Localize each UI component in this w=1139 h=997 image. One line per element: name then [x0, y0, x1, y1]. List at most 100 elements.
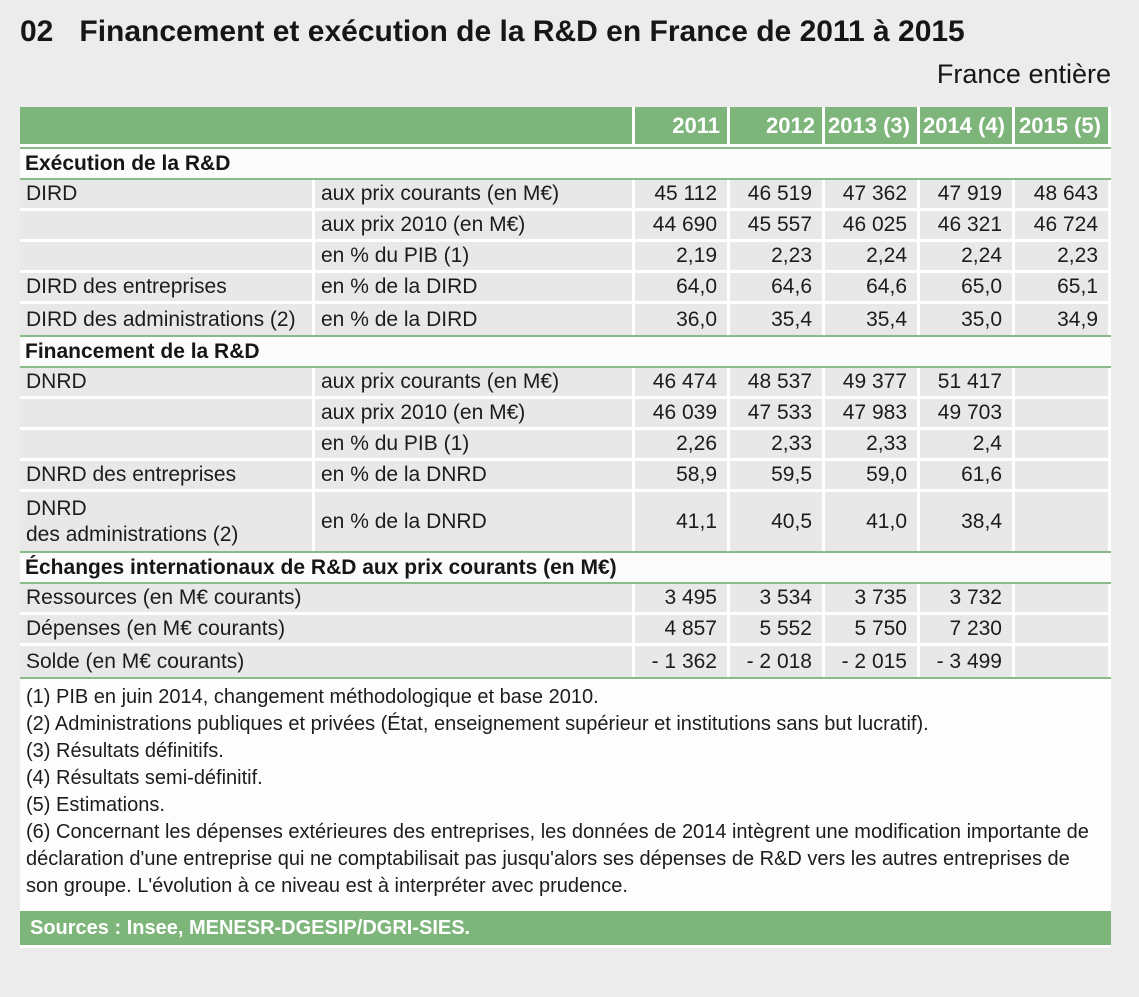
section-title: Financement de la R&D [20, 335, 1111, 368]
footnote: (1) PIB en juin 2014, changement méthodo… [26, 686, 599, 708]
value-cell: 65,0 [920, 273, 1015, 304]
section-title: Exécution de la R&D [20, 147, 1111, 180]
table-row: aux prix 2010 (en M€) 44 690 45 557 46 025 4… [20, 211, 1111, 242]
footnote: (3) Résultats définitifs. [26, 740, 224, 762]
table-row: DIRD des entreprises en % de la DIRD 64,0 6… [20, 273, 1111, 304]
row-sublabel: en % de la DNRD [315, 492, 635, 551]
value-cell: 47 919 [920, 180, 1015, 211]
value-cell: 47 533 [730, 399, 825, 430]
value-cell [1015, 461, 1111, 492]
value-cell: 36,0 [635, 304, 730, 335]
value-cell: 48 537 [730, 368, 825, 399]
section-title: Échanges internationaux de R&D aux prix … [20, 551, 1111, 584]
footnote: (2) Administrations publiques et privées… [26, 713, 929, 735]
table-number: 02 [20, 15, 54, 48]
value-cell: 2,24 [825, 242, 920, 273]
value-cell: 46 474 [635, 368, 730, 399]
value-cell: - 2 015 [825, 646, 920, 677]
value-cell [1015, 615, 1111, 646]
row-sublabel: en % de la DIRD [315, 304, 635, 335]
footnote: (4) Résultats semi-définitif. [26, 767, 263, 789]
value-cell: 44 690 [635, 211, 730, 242]
table-row: en % du PIB (1) 2,19 2,23 2,24 2,24 2,23 [20, 242, 1111, 273]
value-cell: 48 643 [1015, 180, 1111, 211]
row-label: Ressources (en M€ courants) [20, 584, 635, 615]
row-label: DIRD des entreprises [20, 273, 315, 304]
value-cell: 2,33 [825, 430, 920, 461]
year-header-2011: 2011 [635, 107, 730, 147]
row-sublabel: aux prix courants (en M€) [315, 180, 635, 211]
value-cell [1015, 492, 1111, 551]
value-cell: 3 495 [635, 584, 730, 615]
row-sublabel: en % du PIB (1) [315, 430, 635, 461]
value-cell: 64,6 [825, 273, 920, 304]
row-label: DIRD [20, 180, 315, 211]
row-label: Solde (en M€ courants) [20, 646, 635, 677]
row-label [20, 399, 315, 430]
title-text: Financement et exécution de la R&D en Fr… [79, 15, 965, 48]
header-spacer-cell [20, 107, 635, 147]
page-title: 02 Financement et exécution de la R&D en … [20, 14, 1111, 50]
content-area: 02 Financement et exécution de la R&D en … [20, 14, 1111, 948]
value-cell: 5 552 [730, 615, 825, 646]
value-cell: 64,0 [635, 273, 730, 304]
value-cell: 40,5 [730, 492, 825, 551]
value-cell: 49 703 [920, 399, 1015, 430]
value-cell: 2,4 [920, 430, 1015, 461]
row-sublabel: aux prix 2010 (en M€) [315, 399, 635, 430]
row-label: Dépenses (en M€ courants) [20, 615, 635, 646]
row-sublabel: en % de la DIRD [315, 273, 635, 304]
value-cell [1015, 430, 1111, 461]
value-cell: 49 377 [825, 368, 920, 399]
value-cell: 35,0 [920, 304, 1015, 335]
row-sublabel: en % de la DNRD [315, 461, 635, 492]
table-row: Ressources (en M€ courants) 3 495 3 534 3 7… [20, 584, 1111, 615]
value-cell: - 1 362 [635, 646, 730, 677]
section-row: Financement de la R&D [20, 335, 1111, 368]
value-cell: 5 750 [825, 615, 920, 646]
row-sublabel: aux prix 2010 (en M€) [315, 211, 635, 242]
row-label [20, 211, 315, 242]
row-label [20, 430, 315, 461]
value-cell: 34,9 [1015, 304, 1111, 335]
value-cell: 3 732 [920, 584, 1015, 615]
value-cell: 41,1 [635, 492, 730, 551]
table-row: DNRD des administrations (2) en % de la D… [20, 492, 1111, 551]
value-cell: 2,19 [635, 242, 730, 273]
value-cell: 3 534 [730, 584, 825, 615]
region-label: France entière [936, 59, 1111, 89]
row-sublabel: en % du PIB (1) [315, 242, 635, 273]
statistics-table: 2011 2012 2013 (3) 2014 (4) 2015 (5) Exé… [20, 107, 1111, 677]
year-header-2012: 2012 [730, 107, 825, 147]
value-cell: 46 519 [730, 180, 825, 211]
table-row: DIRD aux prix courants (en M€) 45 112 46 51… [20, 180, 1111, 211]
row-label: DNRD [20, 368, 315, 399]
value-cell: 41,0 [825, 492, 920, 551]
value-cell: - 3 499 [920, 646, 1015, 677]
footnote: (5) Estimations. [26, 794, 165, 816]
value-cell: 46 025 [825, 211, 920, 242]
value-cell: 46 039 [635, 399, 730, 430]
value-cell: 59,0 [825, 461, 920, 492]
value-cell: 35,4 [825, 304, 920, 335]
value-cell: 59,5 [730, 461, 825, 492]
value-cell: 38,4 [920, 492, 1015, 551]
row-label [20, 242, 315, 273]
value-cell: 47 362 [825, 180, 920, 211]
value-cell: 64,6 [730, 273, 825, 304]
row-label: DNRD des entreprises [20, 461, 315, 492]
table-row: Dépenses (en M€ courants) 4 857 5 552 5 750… [20, 615, 1111, 646]
value-cell: 47 983 [825, 399, 920, 430]
table-row: DNRD aux prix courants (en M€) 46 474 48 53… [20, 368, 1111, 399]
value-cell: 7 230 [920, 615, 1015, 646]
value-cell: 58,9 [635, 461, 730, 492]
value-cell [1015, 399, 1111, 430]
value-cell: 2,23 [730, 242, 825, 273]
value-cell: 35,4 [730, 304, 825, 335]
value-cell: 2,24 [920, 242, 1015, 273]
sources-bar: Sources : Insee, MENESR-DGESIP/DGRI-SIES… [20, 908, 1111, 948]
value-cell: 2,23 [1015, 242, 1111, 273]
table-row: DNRD des entreprises en % de la DNRD 58,9 5… [20, 461, 1111, 492]
value-cell: 65,1 [1015, 273, 1111, 304]
